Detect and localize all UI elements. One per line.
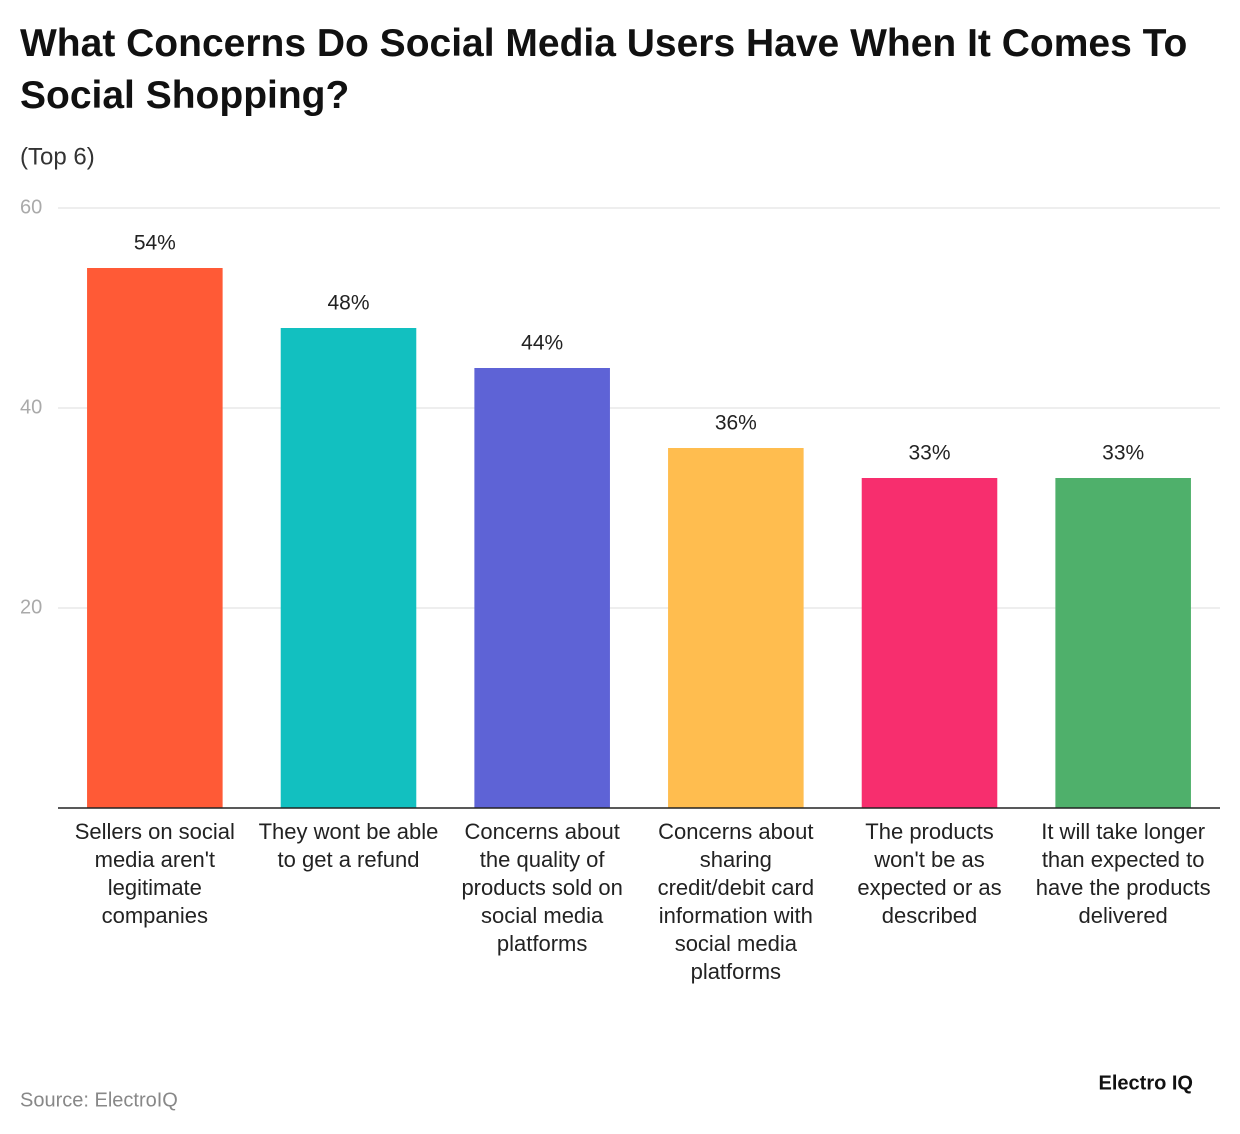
value-label: 44% <box>521 332 563 355</box>
value-label: 33% <box>908 442 950 465</box>
chart-subtitle: (Top 6) <box>20 143 95 170</box>
value-label: 33% <box>1102 442 1144 465</box>
bar <box>1055 478 1191 808</box>
y-tick-label: 20 <box>20 596 42 618</box>
y-tick-label: 40 <box>20 396 42 418</box>
bar <box>861 478 998 808</box>
y-tick-label: 60 <box>20 196 42 218</box>
value-label: 36% <box>715 412 757 435</box>
bar <box>668 448 804 808</box>
x-tick-label: They wont be able to get a refund <box>258 819 439 872</box>
bar <box>474 368 610 808</box>
value-label: 54% <box>134 232 176 255</box>
x-tick-label: It will take longer than expected to hav… <box>1035 819 1211 928</box>
chart-title: What Concerns Do Social Media Users Have… <box>20 22 1187 117</box>
x-tick-label: Sellers on social media aren't legitimat… <box>74 819 235 928</box>
value-label: 48% <box>327 292 369 315</box>
x-tick-label: Concerns about sharing credit/debit card… <box>657 819 815 984</box>
source: Source: ElectroIQ <box>20 1089 178 1111</box>
bar <box>87 268 223 808</box>
bar <box>280 328 417 808</box>
brand: Electro IQ <box>1099 1072 1193 1094</box>
x-tick-label: The products won't be as expected or as … <box>857 819 1002 928</box>
x-tick-label: Concerns about the quality of products s… <box>461 819 623 956</box>
